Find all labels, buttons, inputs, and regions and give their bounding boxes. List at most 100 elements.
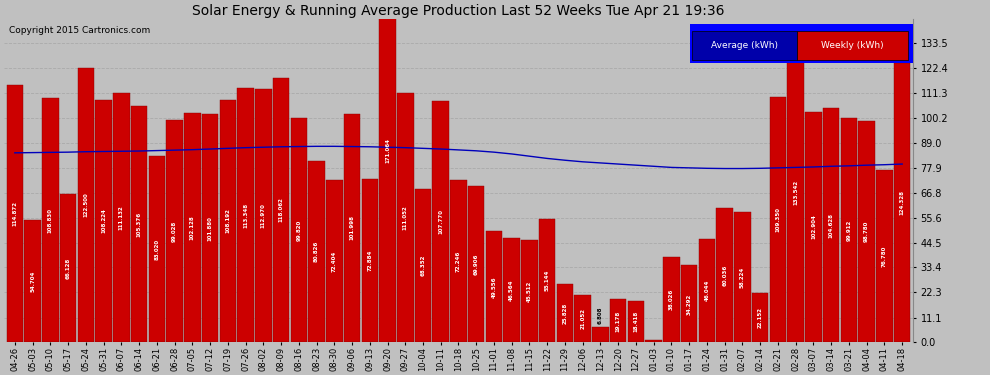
Text: 69.906: 69.906 [474,253,479,274]
Bar [858,121,875,342]
Text: 101.998: 101.998 [349,216,354,240]
Bar [752,293,768,342]
Text: 122.500: 122.500 [83,193,88,217]
Bar [610,299,627,342]
Text: 72.404: 72.404 [332,251,337,272]
Text: 118.062: 118.062 [278,198,283,222]
Bar [521,240,538,342]
Bar [255,89,271,342]
Text: 25.828: 25.828 [562,303,567,324]
Bar [415,189,432,342]
Bar [876,170,893,342]
Text: 49.556: 49.556 [491,276,497,298]
Bar [77,68,94,342]
Text: 99.820: 99.820 [296,220,301,241]
Bar [379,0,396,342]
Text: 112.970: 112.970 [260,203,265,228]
Text: 80.826: 80.826 [314,241,319,262]
Bar [504,238,520,342]
Bar [486,231,502,342]
Bar [450,180,466,342]
Bar [308,161,325,342]
Bar [113,93,130,342]
Text: 101.880: 101.880 [208,216,213,241]
Bar [823,108,840,342]
Bar [238,88,253,342]
Bar [735,212,750,342]
Text: 46.044: 46.044 [705,280,710,302]
Bar [361,179,378,342]
Text: 83.020: 83.020 [154,239,159,260]
Bar [539,219,555,342]
Text: 108.192: 108.192 [226,209,231,234]
Bar [663,257,680,342]
Text: 99.028: 99.028 [172,221,177,242]
Bar [148,156,165,342]
Bar [681,266,698,342]
Text: 111.052: 111.052 [403,206,408,230]
Text: 38.026: 38.026 [669,289,674,310]
Text: 60.036: 60.036 [722,264,728,286]
Text: 58.224: 58.224 [740,267,744,288]
Bar [717,208,733,342]
Bar [59,194,76,342]
Text: 72.246: 72.246 [456,251,461,272]
Bar [397,93,414,342]
Bar [344,114,360,342]
Text: 76.780: 76.780 [882,246,887,267]
Text: 34.292: 34.292 [687,293,692,315]
Text: 68.352: 68.352 [421,255,426,276]
Title: Solar Energy & Running Average Production Last 52 Weeks Tue Apr 21 19:36: Solar Energy & Running Average Productio… [192,4,725,18]
Text: 55.144: 55.144 [544,270,549,291]
Text: 114.872: 114.872 [12,201,17,226]
Bar [894,63,911,342]
Text: 133.542: 133.542 [793,180,798,205]
Bar [166,120,183,342]
Text: 171.064: 171.064 [385,138,390,163]
Bar [592,327,609,342]
Text: 66.128: 66.128 [65,258,70,279]
Text: 46.564: 46.564 [509,279,514,301]
Bar [797,31,908,60]
Bar [273,78,289,342]
Text: 22.152: 22.152 [757,307,762,328]
Bar [202,114,218,342]
Bar [7,85,23,342]
Bar [326,180,343,342]
Text: 107.770: 107.770 [439,209,444,234]
Bar [433,100,449,342]
Text: 72.884: 72.884 [367,250,372,272]
Bar [290,118,307,342]
Bar [131,106,148,342]
Text: 105.376: 105.376 [137,211,142,237]
Text: Average (kWh): Average (kWh) [711,40,778,50]
Text: 111.132: 111.132 [119,206,124,230]
Bar [699,239,715,342]
Bar [184,113,201,342]
Bar [805,111,822,342]
Text: Copyright 2015 Cartronics.com: Copyright 2015 Cartronics.com [9,26,149,35]
Bar [769,97,786,342]
Text: 99.912: 99.912 [846,220,851,241]
Text: 45.512: 45.512 [527,281,532,302]
Bar [25,220,41,342]
Text: Weekly (kWh): Weekly (kWh) [821,40,884,50]
Text: 104.628: 104.628 [829,213,834,237]
Bar [220,100,236,342]
Text: 98.780: 98.780 [864,221,869,242]
Bar [628,301,644,342]
Text: 113.348: 113.348 [243,203,248,228]
Bar [645,340,662,342]
Text: 108.830: 108.830 [48,208,52,233]
Text: 102.904: 102.904 [811,214,816,239]
Bar [787,43,804,342]
Bar [556,285,573,342]
Bar [42,98,58,342]
Text: 108.224: 108.224 [101,209,106,234]
Text: 54.704: 54.704 [30,270,35,292]
Text: 102.128: 102.128 [190,216,195,240]
Text: 124.328: 124.328 [900,190,905,216]
Bar [574,295,591,342]
Text: 19.178: 19.178 [616,310,621,332]
Text: 18.418: 18.418 [634,311,639,332]
